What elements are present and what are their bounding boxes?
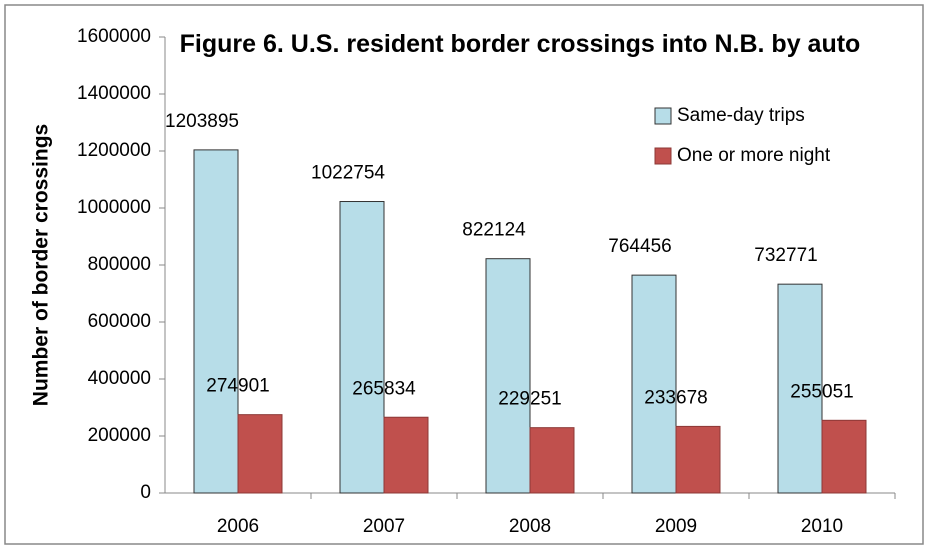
legend-swatch — [654, 107, 672, 125]
data-label: 233678 — [644, 387, 707, 408]
x-tick-label: 2007 — [363, 516, 405, 537]
x-tick-label: 2008 — [509, 516, 551, 537]
y-tick-label: 1000000 — [77, 197, 151, 218]
data-label: 265834 — [352, 378, 416, 399]
y-tick-label: 400000 — [88, 368, 151, 389]
y-tick-label: 600000 — [88, 311, 151, 332]
chart-title: Figure 6. U.S. resident border crossings… — [179, 30, 861, 58]
y-tick-label: 800000 — [88, 254, 151, 275]
x-tick-label: 2006 — [217, 516, 259, 537]
bar — [529, 427, 575, 494]
y-tick-label: 1200000 — [77, 140, 151, 161]
x-tick-label: 2010 — [801, 516, 843, 537]
legend-label: One or more night — [677, 145, 831, 166]
data-label: 822124 — [462, 220, 526, 241]
data-label: 764456 — [608, 236, 671, 257]
bar — [675, 425, 721, 494]
y-axis-label: Number of border crossings — [30, 124, 53, 406]
bar — [383, 416, 429, 494]
legend-swatch — [654, 147, 672, 165]
data-label: 1203895 — [165, 111, 239, 132]
data-label: 229251 — [498, 389, 561, 410]
y-tick-label: 1600000 — [77, 26, 151, 47]
legend-label: Same-day trips — [677, 105, 805, 126]
bar — [485, 258, 531, 494]
x-tick-label: 2009 — [655, 516, 697, 537]
bar — [777, 283, 823, 494]
data-label: 1022754 — [311, 163, 385, 184]
data-label: 255051 — [790, 381, 853, 402]
data-label: 274901 — [206, 376, 269, 397]
bar — [631, 274, 677, 494]
y-tick-label: 200000 — [88, 425, 151, 446]
bar — [237, 414, 283, 494]
bar — [193, 149, 239, 494]
bar — [339, 201, 385, 494]
data-label: 732771 — [754, 245, 817, 266]
y-tick-label: 0 — [140, 482, 151, 503]
y-tick-label: 1400000 — [77, 83, 151, 104]
chart-border — [4, 4, 924, 545]
bar — [821, 419, 867, 494]
